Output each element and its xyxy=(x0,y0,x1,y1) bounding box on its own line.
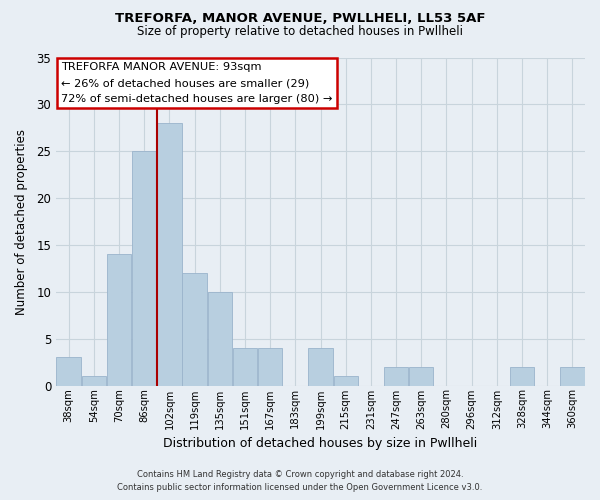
Y-axis label: Number of detached properties: Number of detached properties xyxy=(15,128,28,314)
Bar xyxy=(132,151,157,386)
Bar xyxy=(560,367,584,386)
Bar xyxy=(258,348,283,386)
X-axis label: Distribution of detached houses by size in Pwllheli: Distribution of detached houses by size … xyxy=(163,437,478,450)
Bar xyxy=(107,254,131,386)
Bar xyxy=(82,376,106,386)
Bar xyxy=(56,358,81,386)
Bar xyxy=(510,367,534,386)
Text: TREFORFA MANOR AVENUE: 93sqm
← 26% of detached houses are smaller (29)
72% of se: TREFORFA MANOR AVENUE: 93sqm ← 26% of de… xyxy=(61,62,333,104)
Text: Size of property relative to detached houses in Pwllheli: Size of property relative to detached ho… xyxy=(137,25,463,38)
Bar xyxy=(208,292,232,386)
Bar xyxy=(409,367,433,386)
Bar xyxy=(384,367,409,386)
Bar xyxy=(308,348,333,386)
Text: TREFORFA, MANOR AVENUE, PWLLHELI, LL53 5AF: TREFORFA, MANOR AVENUE, PWLLHELI, LL53 5… xyxy=(115,12,485,26)
Bar xyxy=(334,376,358,386)
Bar xyxy=(233,348,257,386)
Text: Contains HM Land Registry data © Crown copyright and database right 2024.
Contai: Contains HM Land Registry data © Crown c… xyxy=(118,470,482,492)
Bar xyxy=(182,273,207,386)
Bar xyxy=(157,123,182,386)
